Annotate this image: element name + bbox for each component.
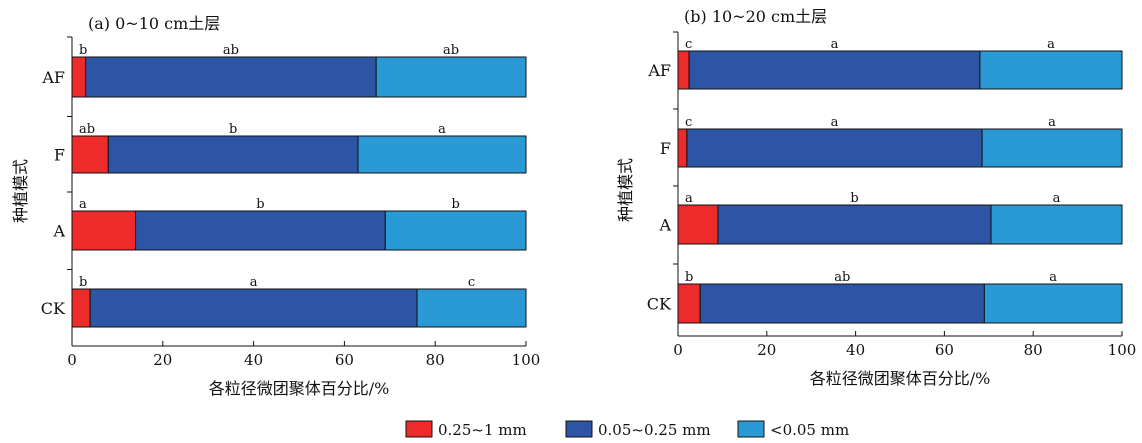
panel-a-category-label-2: A <box>52 222 65 241</box>
panel-b-chart: (b) 10~20 cm土层 种植模式 各粒径微团聚体百分比/% 0 20 40 60… <box>616 7 1136 388</box>
legend-label-3: <0.05 mm <box>770 421 849 439</box>
panel-a-bar-ck-seg-3 <box>416 288 527 328</box>
panel-b-title: (b) 10~20 cm土层 <box>684 7 827 26</box>
panel-a-sig-letter-3-1: a <box>250 275 258 290</box>
panel-a-sig-letter-1-2: a <box>438 122 446 137</box>
legend-swatch-2 <box>565 420 593 438</box>
panel-a-x-tick-label-5: 100 <box>512 351 541 369</box>
panel-b-bar-af-seg-2 <box>688 50 981 90</box>
panel-a-y-axis-title: 种植模式 <box>11 159 30 223</box>
panel-b-sig-letter-1-1: a <box>831 115 839 130</box>
panel-b-sig-letter-0-1: a <box>831 37 839 52</box>
panel-a-bar-af-seg-1 <box>71 56 87 98</box>
panel-a-x-tick-label-0: 0 <box>67 351 77 369</box>
panel-b-bar-f-seg-3 <box>981 128 1123 168</box>
panel-a-bar-a-seg-3 <box>384 210 527 251</box>
panel-b-sig-letter-3-1: ab <box>834 270 850 285</box>
panel-b-sig-letter-1-0: c <box>685 115 692 130</box>
panel-a-x-tick-label-2: 40 <box>244 351 263 369</box>
legend: 0.25~1 mm 0.05~0.25 mm <0.05 mm <box>405 420 849 439</box>
panel-b-category-label-1: F <box>660 139 671 158</box>
panel-a-x-axis-title: 各粒径微团聚体百分比/% <box>209 379 390 398</box>
panel-a-x-tick-label-1: 20 <box>153 351 172 369</box>
panel-a-bar-af-seg-2 <box>85 56 377 98</box>
panel-b-bar-f-seg-1 <box>677 128 688 168</box>
panel-a-sig-letter-2-1: b <box>256 197 264 212</box>
panel-a-title: (a) 0~10 cm土层 <box>88 14 220 33</box>
legend-swatch-1 <box>405 420 433 438</box>
panel-a-category-label-1: F <box>54 146 65 165</box>
panel-a-chart: (a) 0~10 cm土层 种植模式 各粒径微团聚体百分比/% 0 20 40 60 8… <box>11 14 540 398</box>
panel-b-bar-f-seg-2 <box>686 128 983 168</box>
panel-a-category-label-3: CK <box>41 299 66 318</box>
panel-b-sig-letter-2-0: a <box>685 191 693 206</box>
panel-b-category-label-2: A <box>658 216 671 235</box>
legend-label-2: 0.05~0.25 mm <box>598 421 711 439</box>
panel-b-bar-ck-seg-1 <box>677 283 701 324</box>
panel-b-x-tick-label-4: 80 <box>1024 341 1043 359</box>
legend-item-2: 0.05~0.25 mm <box>565 420 711 439</box>
panel-b-sig-letter-0-2: a <box>1047 37 1055 52</box>
panel-b-bar-a-seg-3 <box>990 204 1123 245</box>
panel-b-bar-ck-seg-3 <box>983 283 1123 324</box>
panel-b-x-tick-label-2: 40 <box>846 341 865 359</box>
panel-b-x-tick-label-3: 60 <box>935 341 954 359</box>
panel-a-bar-a-seg-1 <box>71 210 137 251</box>
panel-b-x-tick-label-0: 0 <box>673 341 683 359</box>
panel-a-sig-letter-0-1: ab <box>223 43 239 58</box>
panel-a-category-label-0: AF <box>41 68 65 87</box>
panel-b-bar-af-seg-3 <box>979 50 1123 90</box>
panel-a-sig-letter-1-1: b <box>229 122 237 137</box>
panel-b-sig-letter-3-2: a <box>1049 270 1057 285</box>
panel-b-sig-letter-1-2: a <box>1048 115 1056 130</box>
legend-item-3: <0.05 mm <box>737 420 849 439</box>
panel-b-bar-ck-seg-2 <box>699 283 985 324</box>
panel-a-x-tick-label-3: 60 <box>335 351 354 369</box>
panel-b-bar-a-seg-1 <box>677 204 719 245</box>
panel-b-category-label-3: CK <box>647 295 672 314</box>
panel-b-bar-af-seg-1 <box>677 50 690 90</box>
legend-label-1: 0.25~1 mm <box>438 421 527 439</box>
panel-b-x-axis-title: 各粒径微团聚体百分比/% <box>810 369 991 388</box>
panel-b-x-tick-label-1: 20 <box>757 341 776 359</box>
panel-a-sig-letter-2-2: b <box>451 197 459 212</box>
panel-a-sig-letter-1-0: ab <box>79 122 95 137</box>
legend-item-1: 0.25~1 mm <box>405 420 527 439</box>
panel-b-sig-letter-0-0: c <box>685 37 692 52</box>
panel-a-x-tick-label-4: 80 <box>426 351 445 369</box>
panel-b-bar-a-seg-2 <box>717 204 992 245</box>
panel-a-bar-ck-seg-2 <box>89 288 418 328</box>
panel-a-sig-letter-0-0: b <box>79 43 87 58</box>
panel-a-sig-letter-3-0: b <box>79 275 87 290</box>
panel-a-bar-f-seg-3 <box>357 135 527 174</box>
panel-b-y-axis-title: 种植模式 <box>616 158 635 222</box>
panel-a-bar-af-seg-3 <box>375 56 527 98</box>
panel-a-sig-letter-0-2: ab <box>443 43 459 58</box>
panel-b-sig-letter-2-1: b <box>850 191 858 206</box>
panel-a-bar-f-seg-1 <box>71 135 109 174</box>
panel-a-sig-letter-2-0: a <box>79 197 87 212</box>
panel-a-sig-letter-3-2: c <box>468 275 475 290</box>
panel-a-bar-a-seg-2 <box>135 210 386 251</box>
legend-swatch-3 <box>737 420 765 438</box>
panel-b-sig-letter-3-0: b <box>685 270 693 285</box>
panel-b-x-tick-label-5: 100 <box>1108 341 1137 359</box>
panel-a-bar-ck-seg-1 <box>71 288 91 328</box>
panel-b-sig-letter-2-2: a <box>1053 191 1061 206</box>
panel-b-category-label-0: AF <box>647 61 671 80</box>
panel-a-bar-f-seg-2 <box>107 135 359 174</box>
